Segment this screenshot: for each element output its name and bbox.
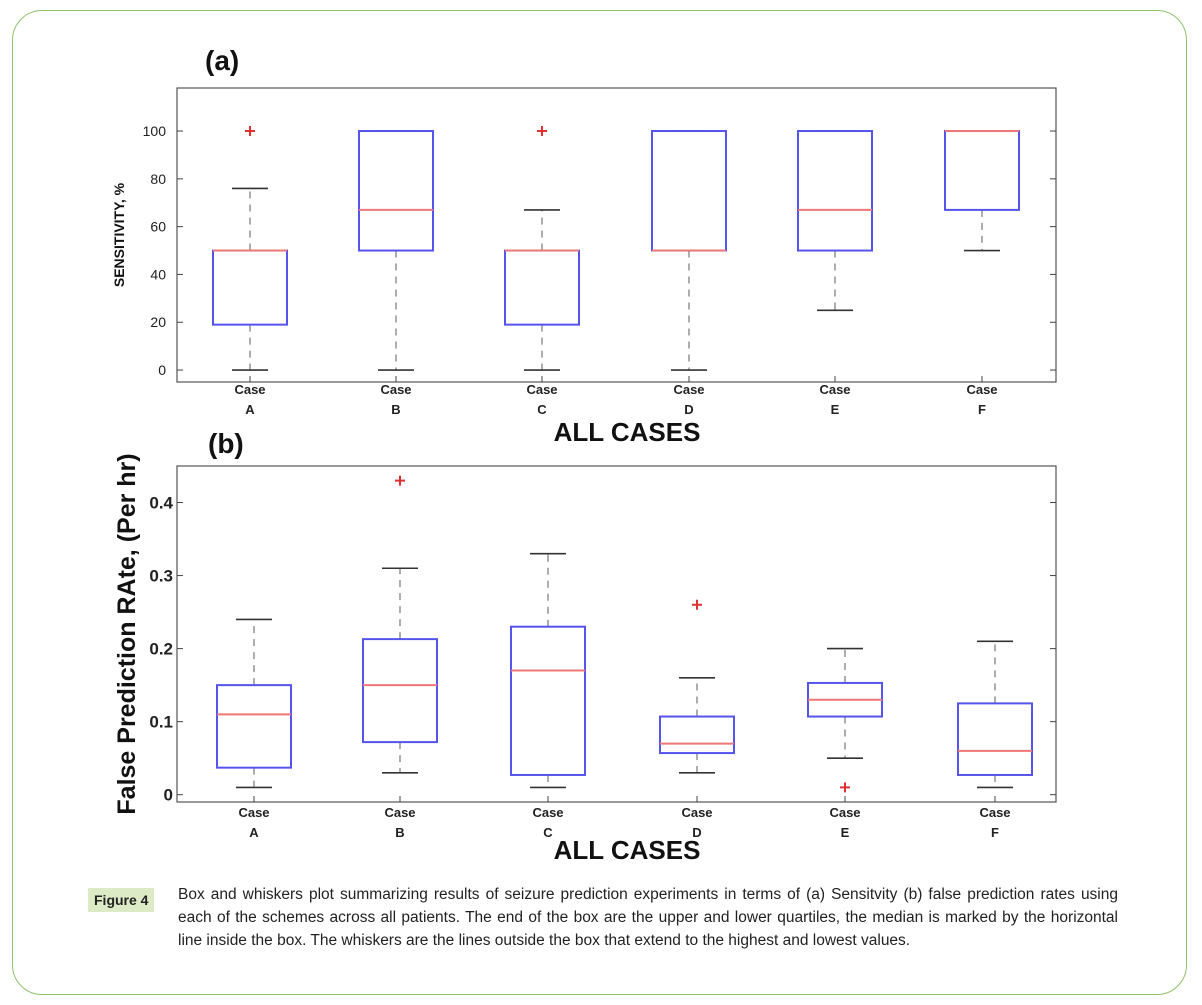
box-iqr bbox=[957, 702, 1033, 776]
category-label-letter: F bbox=[978, 402, 986, 417]
y-tick-label: 100 bbox=[143, 123, 167, 139]
outlier-marker bbox=[692, 599, 702, 610]
category-label: Case bbox=[673, 382, 704, 397]
category-label-letter: A bbox=[245, 402, 255, 417]
box-iqr bbox=[504, 249, 580, 326]
figure-frame bbox=[12, 10, 1187, 995]
outlier-marker bbox=[245, 126, 255, 137]
y-tick-label: 60 bbox=[150, 219, 166, 235]
box-c bbox=[510, 552, 586, 789]
category-label-letter: B bbox=[391, 402, 400, 417]
y-axis-label: SENSITIVITY, % bbox=[111, 182, 127, 287]
category-label: Case bbox=[829, 805, 860, 820]
category-label: Case bbox=[380, 382, 411, 397]
x-axis-title: ALL CASES bbox=[554, 835, 701, 865]
box-e bbox=[797, 130, 873, 312]
figure-label: Figure 4 bbox=[88, 888, 155, 912]
plot-area bbox=[176, 87, 1057, 383]
box-a bbox=[212, 126, 288, 371]
category-label-letter: D bbox=[684, 402, 693, 417]
box-iqr bbox=[362, 638, 438, 744]
box-iqr bbox=[651, 130, 727, 252]
box-b bbox=[358, 130, 434, 371]
y-tick-label: 0 bbox=[164, 786, 173, 805]
box-c bbox=[504, 126, 580, 371]
category-label: Case bbox=[526, 382, 557, 397]
panel-label: (a) bbox=[205, 45, 239, 76]
box-d bbox=[651, 130, 727, 371]
category-label-letter: A bbox=[249, 825, 259, 840]
category-label: Case bbox=[384, 805, 415, 820]
category-label: Case bbox=[819, 382, 850, 397]
category-label-letter: C bbox=[543, 825, 553, 840]
category-label-letter: C bbox=[537, 402, 547, 417]
panel-label: (b) bbox=[208, 428, 244, 459]
box-d bbox=[659, 599, 735, 774]
box-iqr bbox=[659, 715, 735, 755]
category-label-letter: E bbox=[841, 825, 850, 840]
box-iqr bbox=[797, 130, 873, 252]
box-iqr bbox=[944, 130, 1020, 211]
category-label: Case bbox=[979, 805, 1010, 820]
box-e bbox=[807, 647, 883, 793]
x-axis-title: ALL CASES bbox=[554, 417, 701, 447]
box-iqr bbox=[510, 625, 586, 776]
y-tick-label: 0.1 bbox=[149, 713, 173, 732]
box-iqr bbox=[216, 684, 292, 769]
category-label: Case bbox=[238, 805, 269, 820]
plot-area bbox=[176, 465, 1057, 803]
outlier-marker bbox=[395, 475, 405, 486]
category-label: Case bbox=[681, 805, 712, 820]
panel-b-false-prediction-rate: (b) 0 0.1 0.2 0.3 0.4 False Prediction RAte, (… bbox=[113, 428, 1057, 865]
y-tick-label: 20 bbox=[150, 314, 166, 330]
y-tick-label: 0 bbox=[158, 362, 166, 378]
outlier-marker bbox=[840, 782, 850, 793]
box-b bbox=[362, 475, 438, 774]
box-f bbox=[957, 640, 1033, 789]
category-label-letter: F bbox=[991, 825, 999, 840]
category-label: Case bbox=[532, 805, 563, 820]
category-label: Case bbox=[234, 382, 265, 397]
box-a bbox=[216, 618, 292, 789]
y-tick-label: 0.4 bbox=[149, 494, 173, 513]
y-tick-label: 80 bbox=[150, 171, 166, 187]
y-tick-label: 0.2 bbox=[149, 640, 173, 659]
box-iqr bbox=[358, 130, 434, 252]
category-label-letter: E bbox=[831, 402, 840, 417]
outlier-marker bbox=[537, 126, 547, 137]
box-iqr bbox=[212, 249, 288, 326]
category-label: Case bbox=[966, 382, 997, 397]
category-label-letter: D bbox=[692, 825, 701, 840]
box-f bbox=[944, 130, 1020, 252]
y-tick-label: 40 bbox=[150, 266, 166, 282]
category-label-letter: B bbox=[395, 825, 404, 840]
caption-text: Box and whiskers plot summarizing result… bbox=[178, 886, 1118, 949]
y-tick-label: 0.3 bbox=[149, 567, 173, 586]
y-axis-label: False Prediction RAte, (Per hr) bbox=[113, 453, 141, 814]
